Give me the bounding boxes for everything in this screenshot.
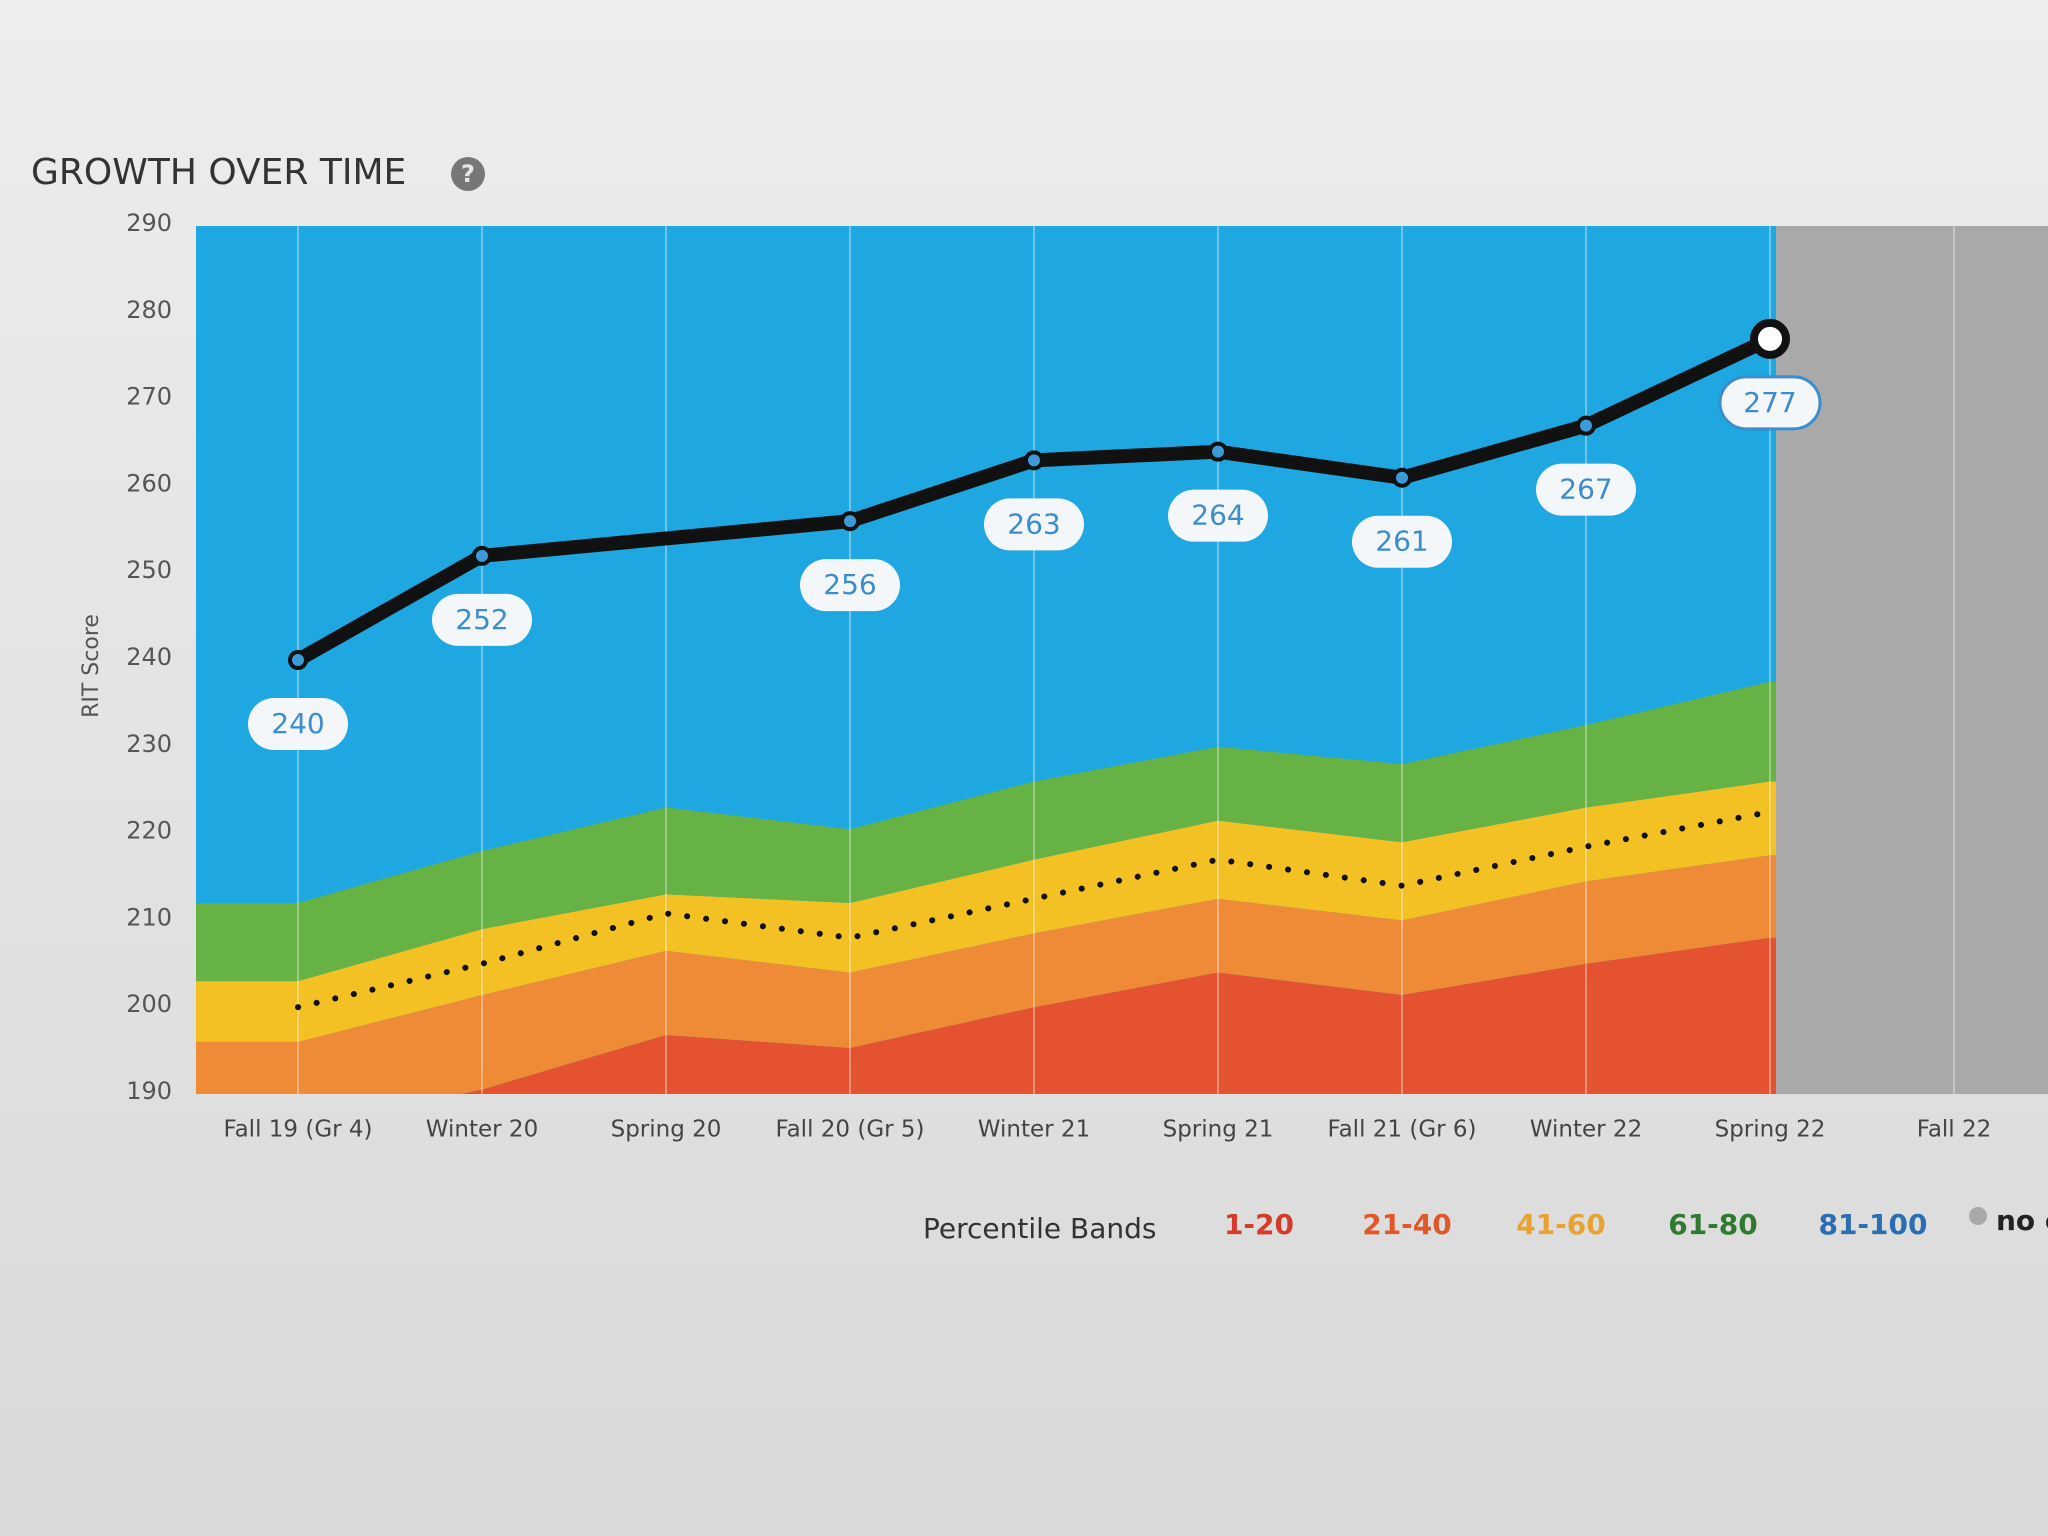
point xyxy=(472,545,492,566)
y-tick-label: 290 xyxy=(126,209,172,237)
x-tick-label: Winter 20 xyxy=(426,1117,538,1143)
legend-entry: 61-80 xyxy=(1668,1208,1758,1241)
point xyxy=(1208,441,1228,462)
band-area xyxy=(196,855,1776,1094)
legend-entry: 21-40 xyxy=(1362,1208,1452,1241)
y-tick-label: 250 xyxy=(126,556,172,584)
value-label-bg xyxy=(1352,515,1452,568)
x-tick-label: Fall 21 (Gr 6) xyxy=(1327,1117,1476,1143)
point xyxy=(1576,415,1596,436)
value-label: 264 xyxy=(1191,499,1244,532)
y-tick-label: 210 xyxy=(126,903,172,931)
help-icon-glyph: ? xyxy=(461,160,475,188)
y-tick-label: 230 xyxy=(126,730,172,758)
value-label: 267 xyxy=(1559,473,1612,506)
band-area xyxy=(196,937,1776,1094)
y-tick-label: 260 xyxy=(126,469,172,497)
value-label-bg xyxy=(1168,489,1268,542)
value-label: 261 xyxy=(1375,525,1428,558)
band-area xyxy=(196,681,1776,982)
help-icon[interactable] xyxy=(451,157,485,191)
value-label: 277 xyxy=(1743,386,1796,419)
x-tick-label: Spring 22 xyxy=(1715,1117,1826,1143)
value-label-bg xyxy=(432,593,532,646)
x-tick-label: Winter 22 xyxy=(1530,1117,1642,1143)
legend-swatch xyxy=(1969,1207,1987,1225)
x-tick-label: Fall 22 xyxy=(1917,1117,1992,1143)
value-label: 263 xyxy=(1007,507,1060,540)
value-label: 240 xyxy=(271,707,324,740)
point xyxy=(1392,467,1412,488)
x-tick-label: Fall 20 (Gr 5) xyxy=(775,1117,924,1143)
value-label-bg xyxy=(1536,463,1636,516)
value-label-bg xyxy=(248,698,348,750)
point xyxy=(1750,318,1790,359)
band-area xyxy=(196,781,1776,1042)
y-axis-title: RIT Score xyxy=(79,614,104,718)
value-label: 256 xyxy=(823,568,876,601)
point xyxy=(288,650,308,670)
value-label-bg xyxy=(1718,375,1822,431)
y-tick-label: 280 xyxy=(126,296,172,324)
y-tick-label: 220 xyxy=(126,817,172,845)
value-label-bg xyxy=(984,498,1084,551)
y-tick-label: 200 xyxy=(126,990,172,1018)
no-data-region xyxy=(1776,226,2048,1094)
x-tick-label: Fall 19 (Gr 4) xyxy=(223,1117,372,1143)
legend-entry: 1-20 xyxy=(1224,1208,1294,1241)
value-label: 252 xyxy=(455,603,508,636)
chart-title: GROWTH OVER TIME xyxy=(31,152,406,193)
point xyxy=(1024,450,1044,471)
x-tick-label: Spring 20 xyxy=(611,1117,722,1143)
legend-entry: 41-60 xyxy=(1516,1208,1606,1241)
value-label-bg xyxy=(800,559,900,612)
legend-entry: 81-100 xyxy=(1818,1208,1927,1241)
point xyxy=(840,511,860,532)
y-tick-label: 190 xyxy=(126,1077,172,1105)
score-line xyxy=(291,331,1777,667)
plot-area xyxy=(196,226,2048,1094)
x-tick-label: Spring 21 xyxy=(1163,1117,1274,1143)
legend-title: Percentile Bands xyxy=(923,1212,1157,1245)
x-tick-label: Winter 21 xyxy=(978,1117,1090,1143)
y-tick-label: 240 xyxy=(126,643,172,671)
y-tick-label: 270 xyxy=(126,383,172,411)
legend-entry: no c xyxy=(1996,1204,2048,1237)
